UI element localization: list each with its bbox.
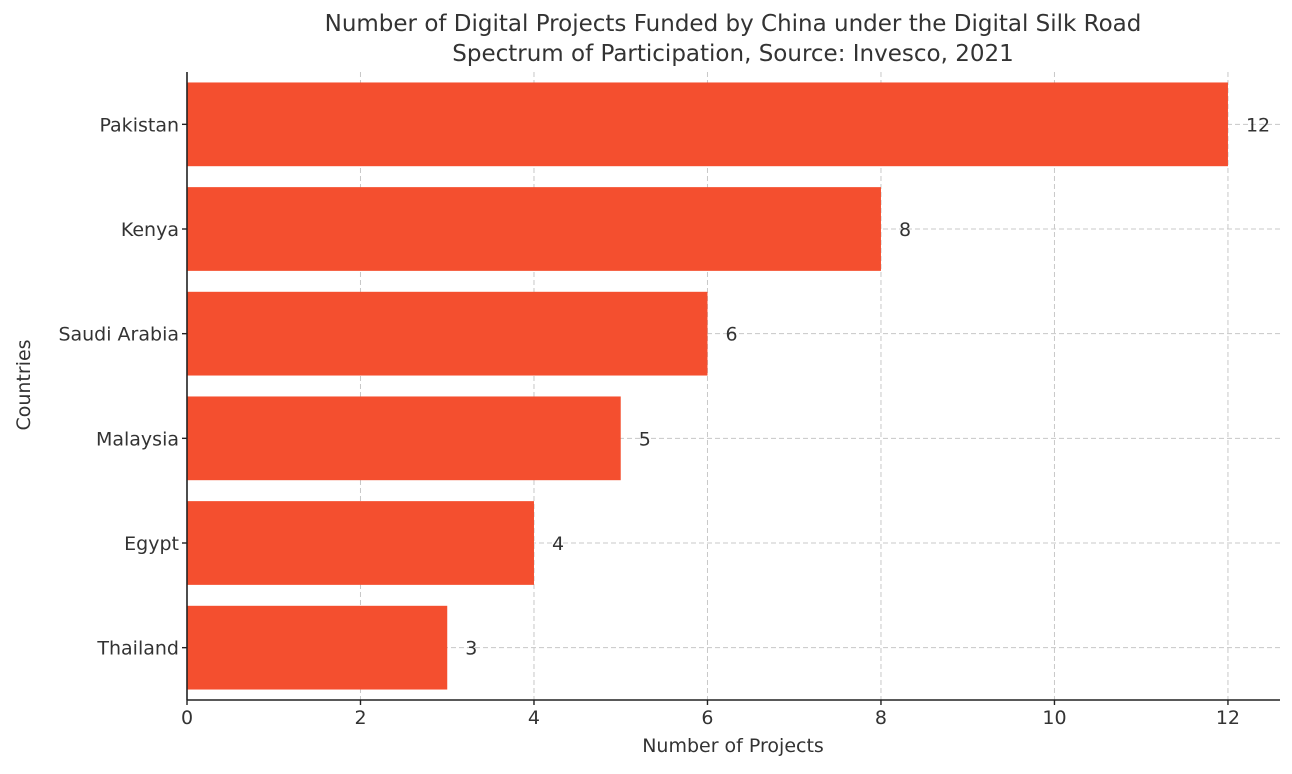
x-tick-label-0: 0 <box>181 707 193 729</box>
x-tick-label-10: 10 <box>1042 707 1066 729</box>
chart-title-line-1: Number of Digital Projects Funded by Chi… <box>325 11 1142 37</box>
x-axis-title: Number of Projects <box>642 735 824 757</box>
y-tick-label-pakistan: Pakistan <box>99 114 179 136</box>
bar-malaysia <box>187 396 621 481</box>
y-tick-label-kenya: Kenya <box>121 219 179 241</box>
value-label-pakistan: 12 <box>1246 114 1270 136</box>
y-tick-label-egypt: Egypt <box>124 533 179 555</box>
y-tick-label-saudi-arabia: Saudi Arabia <box>58 324 179 346</box>
x-tick-label-12: 12 <box>1216 707 1240 729</box>
bar-thailand <box>187 605 448 690</box>
value-label-thailand: 3 <box>465 638 477 660</box>
x-tick-label-4: 4 <box>528 707 540 729</box>
bar-pakistan <box>187 82 1228 167</box>
bar-saudi-arabia <box>187 291 708 376</box>
value-label-malaysia: 5 <box>639 428 651 450</box>
chart-title-line-2: Spectrum of Participation, Source: Inves… <box>452 41 1013 67</box>
x-tick-label-6: 6 <box>701 707 713 729</box>
y-axis-title: Countries <box>13 339 35 430</box>
x-tick-label-8: 8 <box>875 707 887 729</box>
axes: Pakistan Kenya Saudi Arabia Malaysia Egypt Th… <box>58 72 1280 729</box>
x-tick-label-2: 2 <box>354 707 366 729</box>
value-labels: 12 8 6 5 4 3 <box>465 114 1270 659</box>
y-tick-label-malaysia: Malaysia <box>96 428 179 450</box>
y-tick-label-thailand: Thailand <box>96 638 179 660</box>
bars <box>187 82 1228 690</box>
value-label-egypt: 4 <box>552 533 564 555</box>
bar-egypt <box>187 501 534 585</box>
value-label-saudi-arabia: 6 <box>725 324 737 346</box>
grid-lines <box>186 72 1280 700</box>
value-label-kenya: 8 <box>899 219 911 241</box>
bar-kenya <box>187 187 881 271</box>
